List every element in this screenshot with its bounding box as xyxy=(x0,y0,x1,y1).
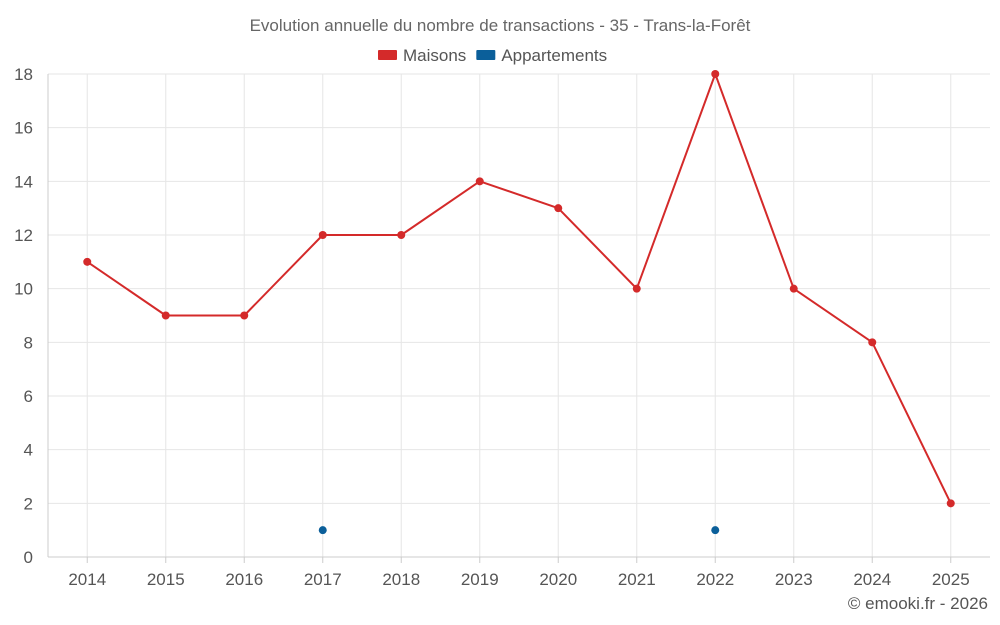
data-point-maisons xyxy=(161,311,170,320)
data-point-maisons xyxy=(789,284,798,293)
x-tick-label: 2021 xyxy=(618,570,656,589)
x-tick-label: 2023 xyxy=(775,570,813,589)
y-tick-label: 0 xyxy=(24,548,33,567)
x-tick-label: 2019 xyxy=(461,570,499,589)
series-line-maisons xyxy=(86,73,952,504)
data-point-maisons xyxy=(475,177,484,186)
x-tick-label: 2025 xyxy=(932,570,970,589)
x-tick-label: 2020 xyxy=(539,570,577,589)
data-point-maisons xyxy=(632,284,641,293)
data-point-maisons xyxy=(83,257,92,266)
grid xyxy=(47,73,990,558)
x-tick-label: 2017 xyxy=(304,570,342,589)
y-tick-label: 6 xyxy=(24,387,33,406)
data-point-maisons xyxy=(946,499,955,508)
y-tick-label: 2 xyxy=(24,494,33,513)
legend: Maisons Appartements xyxy=(378,46,607,65)
y-axis: 0 2 4 6 8 10 12 14 16 18 xyxy=(14,65,33,567)
x-axis: 2014 2015 2016 2017 2018 2019 2020 2021 2022 2023… xyxy=(68,557,970,589)
x-tick-label: 2018 xyxy=(382,570,420,589)
y-tick-label: 10 xyxy=(14,280,33,299)
data-point-maisons xyxy=(868,338,877,347)
data-point-maisons xyxy=(711,70,720,78)
y-tick-label: 18 xyxy=(14,65,33,84)
data-point-appartements xyxy=(318,526,327,535)
series-group xyxy=(83,70,955,535)
data-point-maisons xyxy=(240,311,249,320)
y-tick-label: 16 xyxy=(14,119,33,138)
data-point-maisons xyxy=(318,231,327,239)
data-point-maisons xyxy=(554,204,563,213)
y-tick-label: 14 xyxy=(14,172,33,191)
data-point-appartements xyxy=(711,526,720,535)
x-tick-label: 2024 xyxy=(853,570,891,589)
chart-title: Evolution annuelle du nombre de transact… xyxy=(250,16,751,35)
legend-label-appartements: Appartements xyxy=(501,46,607,65)
y-tick-label: 8 xyxy=(24,333,33,352)
legend-swatch-appartements xyxy=(476,50,496,60)
legend-swatch-maisons xyxy=(378,50,397,60)
footer-credit: © emooki.fr - 2026 xyxy=(848,594,988,613)
x-tick-label: 2016 xyxy=(225,570,263,589)
y-tick-label: 4 xyxy=(24,441,33,460)
y-tick-label: 12 xyxy=(14,226,33,245)
x-tick-label: 2015 xyxy=(147,570,185,589)
legend-label-maisons: Maisons xyxy=(403,46,466,65)
data-point-maisons xyxy=(397,231,406,239)
x-tick-label: 2014 xyxy=(68,570,106,589)
x-tick-label: 2022 xyxy=(696,570,734,589)
